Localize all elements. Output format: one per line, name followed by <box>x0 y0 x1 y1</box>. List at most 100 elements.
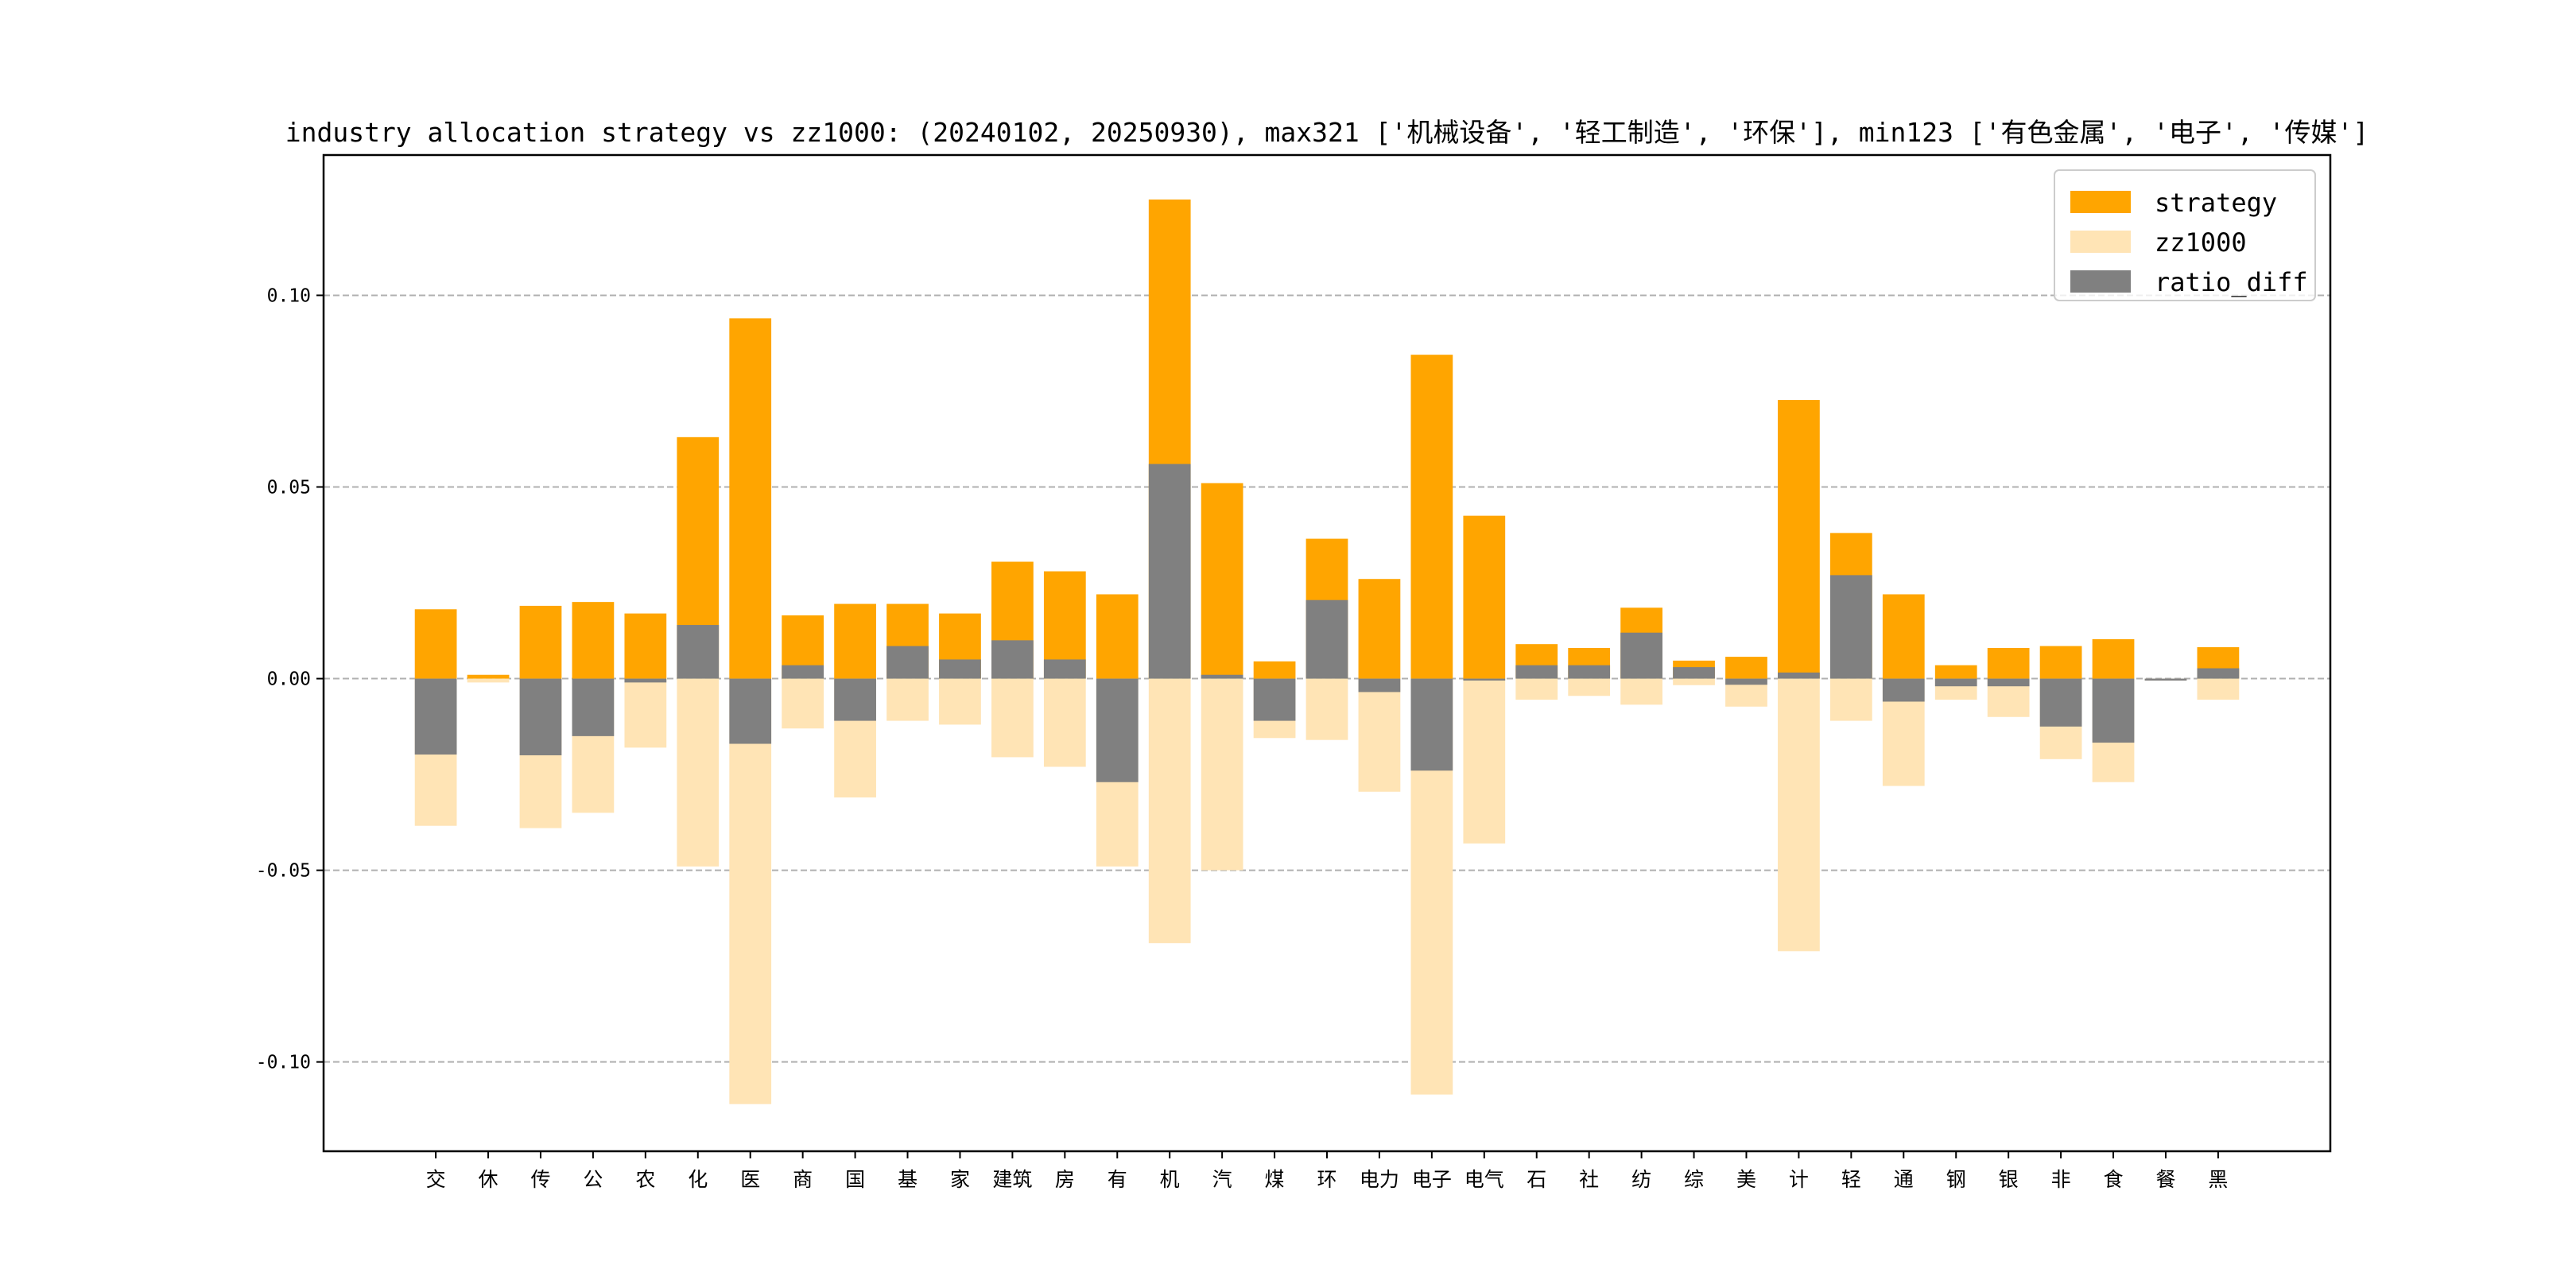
bar-strategy <box>414 609 457 679</box>
legend-label-strategy: strategy <box>2155 188 2277 218</box>
bar-ratio-diff <box>1568 665 1611 679</box>
bar-strategy <box>1201 483 1243 679</box>
legend-label-ratio-diff: ratio_diff <box>2155 267 2308 297</box>
bar-ratio-diff <box>1934 678 1977 687</box>
bar-strategy <box>1096 594 1139 679</box>
x-tick-label: 美 <box>1736 1168 1756 1191</box>
x-tick-label: 房 <box>1055 1168 1075 1191</box>
x-tick-label: 医 <box>740 1168 760 1191</box>
bar-strategy <box>834 603 876 679</box>
bar-zz1000 <box>1673 678 1715 685</box>
x-tick-label: 交 <box>426 1168 446 1191</box>
bar-strategy <box>1725 657 1767 679</box>
bar-ratio-diff <box>939 659 981 679</box>
x-tick-label: 有 <box>1108 1168 1127 1191</box>
x-tick-label: 计 <box>1789 1168 1809 1191</box>
bar-zz1000 <box>782 678 824 729</box>
bar-strategy <box>2092 638 2135 679</box>
x-tick-label: 休 <box>479 1168 499 1191</box>
bar-zz1000 <box>991 678 1034 758</box>
bar-ratio-diff <box>1620 632 1662 679</box>
bar-ratio-diff <box>414 678 457 755</box>
bar-ratio-diff <box>1987 678 2030 687</box>
bar-ratio-diff <box>1201 674 1243 679</box>
x-tick-label: 农 <box>635 1168 655 1191</box>
bar-ratio-diff <box>1463 678 1506 681</box>
x-tick-label: 石 <box>1527 1168 1546 1191</box>
legend-swatch-zz1000 <box>2070 231 2131 253</box>
bar-zz1000 <box>1515 678 1558 700</box>
x-tick-label: 食 <box>2104 1168 2124 1191</box>
x-tick-label: 环 <box>1317 1168 1336 1191</box>
y-tick-label: 0.10 <box>267 285 311 306</box>
x-tick-label: 纺 <box>1631 1168 1651 1191</box>
bar-ratio-diff <box>1515 665 1558 679</box>
y-tick-label: 0.00 <box>267 669 311 690</box>
bar-zz1000 <box>1778 678 1820 952</box>
bar-zz1000 <box>1201 678 1243 871</box>
x-tick-label: 电力 <box>1360 1168 1399 1191</box>
bar-ratio-diff <box>1673 667 1715 679</box>
bars <box>414 199 2240 1104</box>
x-tick-label: 汽 <box>1212 1168 1232 1191</box>
x-tick-label: 机 <box>1160 1168 1180 1191</box>
bar-strategy <box>624 613 667 679</box>
bar-strategy <box>729 318 772 679</box>
bar-ratio-diff <box>2039 678 2082 727</box>
bar-strategy <box>1882 594 1925 679</box>
x-axis: 交 休 传 公 农 化 医 商 国 基 家建筑房 有 机 汽 煤 环 电力 电子 电气石 社 纺 综 美 计 轻 通 钢 银 非 食 餐 黑 <box>426 1151 2228 1191</box>
bar-zz1000 <box>1568 678 1611 696</box>
bar-ratio-diff <box>729 678 772 744</box>
bar-strategy <box>1463 515 1506 679</box>
bar-zz1000 <box>1148 678 1191 944</box>
bar-zz1000 <box>1620 678 1662 705</box>
bar-ratio-diff <box>1253 678 1296 721</box>
bar-ratio-diff <box>1725 678 1767 685</box>
bar-zz1000 <box>1358 678 1401 792</box>
x-tick-label: 公 <box>583 1168 603 1191</box>
bar-zz1000 <box>939 678 981 725</box>
bar-ratio-diff <box>1410 678 1453 771</box>
bar-ratio-diff <box>1829 575 1872 679</box>
bar-strategy <box>467 674 510 679</box>
x-tick-label: 煤 <box>1265 1168 1285 1191</box>
bar-ratio-diff <box>1358 678 1401 692</box>
bar-ratio-diff <box>677 625 720 679</box>
bar-zz1000 <box>1305 678 1348 740</box>
legend-swatch-ratio-diff <box>2070 270 2131 293</box>
x-tick-label: 社 <box>1579 1168 1599 1191</box>
x-tick-label: 餐 <box>2155 1168 2175 1191</box>
bar-zz1000 <box>1463 678 1506 844</box>
bar-zz1000 <box>677 678 720 867</box>
bar-zz1000 <box>886 678 929 721</box>
bar-zz1000 <box>729 678 772 1104</box>
legend-swatch-strategy <box>2070 191 2131 213</box>
x-tick-label: 传 <box>530 1168 550 1191</box>
bar-strategy <box>1934 665 1977 679</box>
x-tick-label: 电子 <box>1412 1168 1452 1191</box>
bar-ratio-diff <box>2144 678 2187 681</box>
x-tick-label: 综 <box>1684 1168 1704 1191</box>
bar-ratio-diff <box>1305 599 1348 679</box>
chart-title: industry allocation strategy vs zz1000: … <box>285 117 2369 148</box>
bar-strategy <box>1358 579 1401 679</box>
legend-label-zz1000: zz1000 <box>2155 227 2247 258</box>
bar-ratio-diff <box>1043 659 1086 679</box>
bar-strategy <box>572 602 615 679</box>
bar-strategy <box>519 605 562 679</box>
bar-ratio-diff <box>834 678 876 721</box>
x-tick-label: 基 <box>898 1168 918 1191</box>
bar-ratio-diff <box>2197 668 2240 679</box>
bar-ratio-diff <box>1778 672 1820 679</box>
bar-zz1000 <box>1043 678 1086 767</box>
x-tick-label: 轻 <box>1841 1168 1861 1191</box>
bar-zz1000 <box>2197 678 2240 700</box>
y-tick-label: -0.05 <box>256 861 311 882</box>
y-axis: -0.10 -0.05 0.00 0.05 0.10 <box>256 285 324 1073</box>
bar-ratio-diff <box>1096 678 1139 782</box>
bar-ratio-diff <box>886 646 929 679</box>
bar-ratio-diff <box>1148 464 1191 679</box>
bar-ratio-diff <box>1882 678 1925 702</box>
bar-ratio-diff <box>572 678 615 736</box>
